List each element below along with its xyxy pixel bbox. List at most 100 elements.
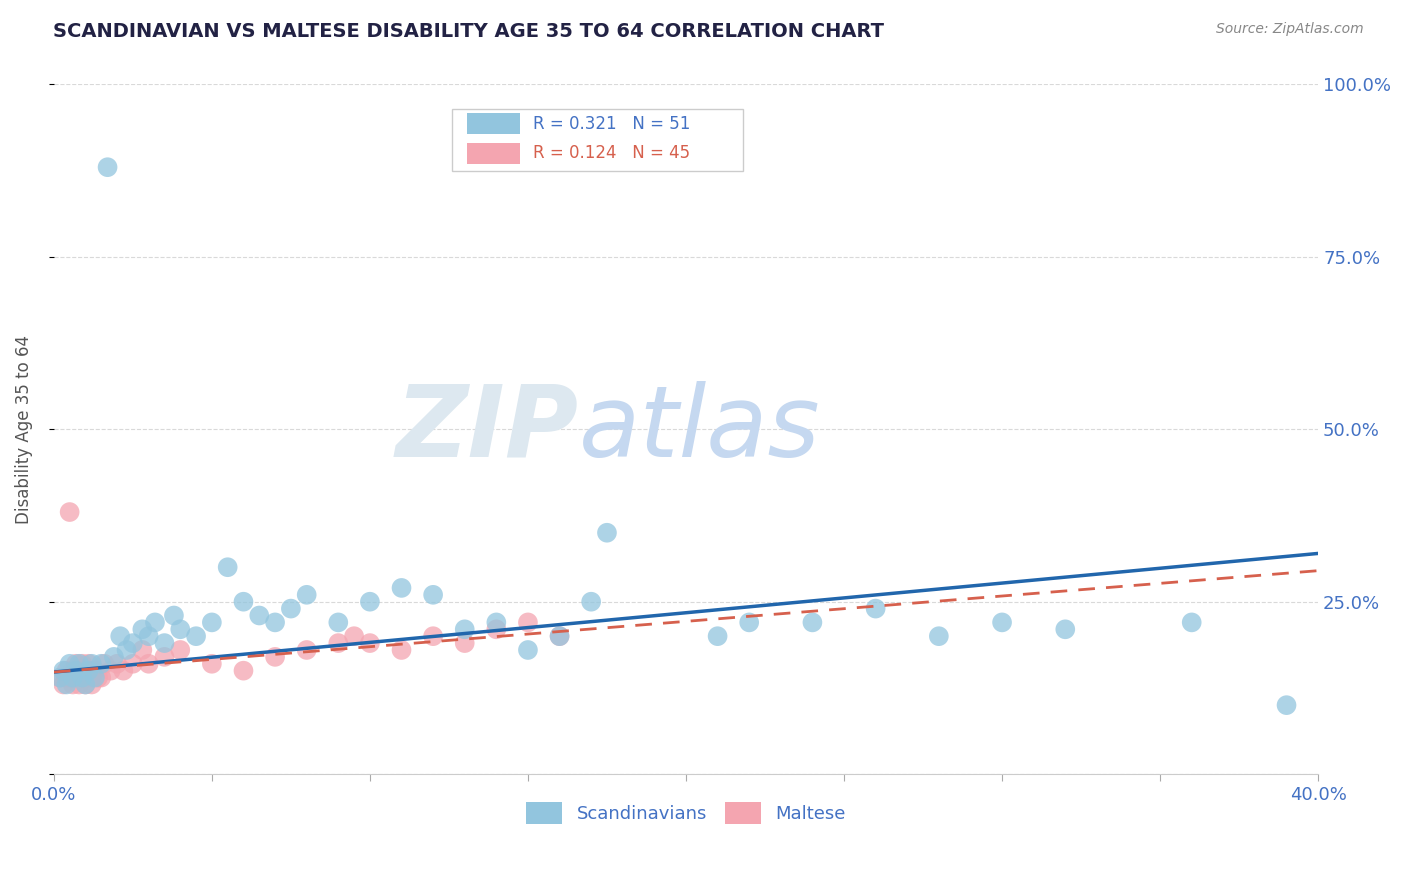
Point	[67, 657, 90, 671]
Point	[72, 671, 94, 685]
Text: Source: ZipAtlas.com: Source: ZipAtlas.com	[1216, 22, 1364, 37]
Point	[112, 664, 135, 678]
Y-axis label: Disability Age 35 to 64: Disability Age 35 to 64	[15, 334, 32, 524]
Point	[169, 643, 191, 657]
Point	[59, 671, 82, 685]
Point	[103, 649, 125, 664]
Point	[548, 629, 571, 643]
Point	[49, 671, 72, 685]
Point	[153, 636, 176, 650]
Point	[131, 643, 153, 657]
Point	[516, 615, 538, 630]
Point	[75, 664, 97, 678]
Point	[55, 664, 77, 678]
Point	[52, 664, 75, 678]
FancyBboxPatch shape	[467, 143, 520, 164]
Point	[59, 657, 82, 671]
Point	[108, 629, 131, 643]
Point	[485, 615, 508, 630]
Point	[232, 664, 254, 678]
Point	[516, 643, 538, 657]
Point	[80, 657, 103, 671]
Point	[328, 615, 350, 630]
Point	[90, 657, 112, 671]
Point	[153, 649, 176, 664]
Point	[77, 671, 100, 685]
Text: atlas: atlas	[578, 381, 820, 478]
Point	[343, 629, 366, 643]
Point	[138, 629, 160, 643]
Text: R = 0.124   N = 45: R = 0.124 N = 45	[533, 145, 690, 162]
Point	[65, 657, 87, 671]
FancyBboxPatch shape	[467, 113, 520, 134]
Point	[295, 588, 318, 602]
Point	[77, 657, 100, 671]
Point	[80, 677, 103, 691]
Point	[264, 649, 287, 664]
Point	[391, 643, 413, 657]
Point	[67, 664, 90, 678]
Point	[138, 657, 160, 671]
Point	[75, 677, 97, 691]
Point	[217, 560, 239, 574]
Point	[865, 601, 887, 615]
Point	[422, 588, 444, 602]
Point	[84, 664, 107, 678]
Point	[184, 629, 207, 643]
Point	[65, 671, 87, 685]
FancyBboxPatch shape	[453, 109, 742, 170]
Text: ZIP: ZIP	[395, 381, 578, 478]
Point	[121, 636, 143, 650]
Point	[247, 608, 270, 623]
Point	[280, 601, 302, 615]
Point	[201, 615, 224, 630]
Point	[579, 595, 602, 609]
Point	[52, 677, 75, 691]
Point	[59, 505, 82, 519]
Point	[93, 657, 115, 671]
Point	[991, 615, 1014, 630]
Point	[100, 664, 122, 678]
Point	[90, 671, 112, 685]
Point	[359, 636, 381, 650]
Point	[97, 160, 120, 174]
Point	[295, 643, 318, 657]
Point	[84, 671, 107, 685]
Point	[485, 622, 508, 636]
Point	[105, 657, 128, 671]
Point	[706, 629, 728, 643]
Point	[1275, 698, 1298, 713]
Point	[422, 629, 444, 643]
Point	[121, 657, 143, 671]
Point	[264, 615, 287, 630]
Legend: Scandinavians, Maltese: Scandinavians, Maltese	[526, 802, 846, 823]
Point	[55, 671, 77, 685]
Point	[1181, 615, 1204, 630]
Point	[62, 677, 84, 691]
Point	[738, 615, 761, 630]
Point	[49, 671, 72, 685]
Point	[75, 677, 97, 691]
Point	[328, 636, 350, 650]
Point	[232, 595, 254, 609]
Point	[454, 636, 477, 650]
Text: R = 0.321   N = 51: R = 0.321 N = 51	[533, 115, 690, 133]
Point	[67, 677, 90, 691]
Point	[163, 608, 186, 623]
Text: SCANDINAVIAN VS MALTESE DISABILITY AGE 35 TO 64 CORRELATION CHART: SCANDINAVIAN VS MALTESE DISABILITY AGE 3…	[53, 22, 884, 41]
Point	[596, 525, 619, 540]
Point	[928, 629, 950, 643]
Point	[454, 622, 477, 636]
Point	[72, 657, 94, 671]
Point	[80, 671, 103, 685]
Point	[72, 671, 94, 685]
Point	[77, 664, 100, 678]
Point	[169, 622, 191, 636]
Point	[87, 671, 110, 685]
Point	[62, 671, 84, 685]
Point	[801, 615, 824, 630]
Point	[201, 657, 224, 671]
Point	[548, 629, 571, 643]
Point	[55, 677, 77, 691]
Point	[391, 581, 413, 595]
